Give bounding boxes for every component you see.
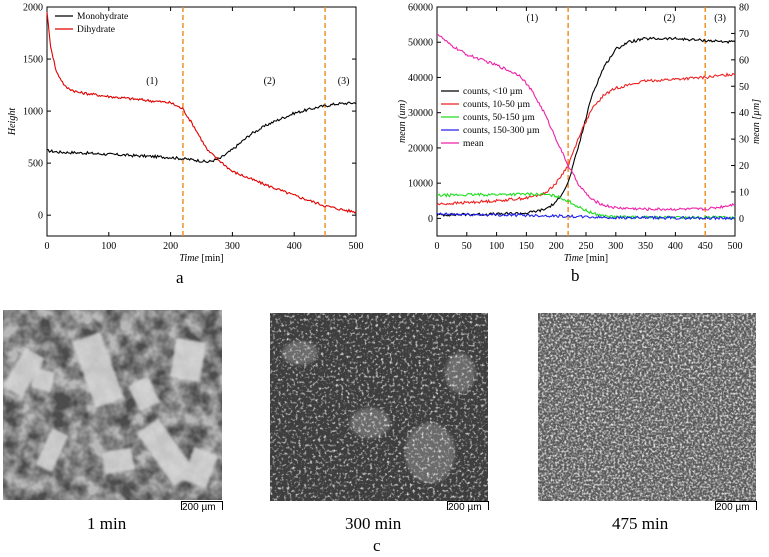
micrograph-caption-3: 475 min bbox=[612, 514, 669, 533]
x-axis-label-unit: [min] bbox=[583, 253, 608, 264]
series-line-2 bbox=[436, 72, 736, 206]
series-line-1 bbox=[47, 101, 357, 164]
y-tick-label: 0 bbox=[38, 211, 43, 222]
legend-label: Dihydrate bbox=[77, 25, 115, 35]
y-tick-label: 20000 bbox=[408, 143, 433, 154]
series-line-1 bbox=[436, 36, 736, 217]
legend-label: mean bbox=[463, 139, 484, 149]
y-axis-label: mean (um) bbox=[397, 99, 408, 143]
micrograph-caption-1: 1 min bbox=[87, 514, 127, 533]
y-tick-label: 500 bbox=[28, 159, 43, 170]
legend-label: counts, 50-150 µm bbox=[463, 113, 535, 123]
y-tick-label: 10000 bbox=[408, 179, 433, 190]
legend-label: counts, <10 µm bbox=[463, 87, 523, 97]
micrograph-300min-image bbox=[270, 313, 488, 501]
y-right-tick-label: 30 bbox=[739, 135, 749, 146]
x-axis-label-name: Time bbox=[564, 253, 584, 264]
x-tick-label: 500 bbox=[728, 241, 743, 252]
y-tick-label: 1500 bbox=[23, 55, 43, 66]
legend-label: Monohydrate bbox=[77, 12, 128, 22]
x-tick-label: 250 bbox=[579, 241, 594, 252]
y-tick-label: 30000 bbox=[408, 108, 433, 119]
y-right-tick-label: 20 bbox=[739, 161, 749, 172]
x-tick-label: 500 bbox=[349, 241, 364, 252]
x-tick-label: 200 bbox=[163, 241, 178, 252]
x-axis-label: Time [min] bbox=[179, 253, 223, 264]
plot-frame bbox=[46, 6, 357, 237]
x-axis-label-unit: [min] bbox=[199, 253, 224, 264]
x-tick-label: 400 bbox=[668, 241, 683, 252]
phase-label: (2) bbox=[664, 13, 676, 24]
phase-label: (1) bbox=[146, 76, 158, 87]
x-tick-label: 0 bbox=[45, 241, 50, 252]
micrograph-1min bbox=[3, 310, 222, 500]
x-tick-label: 300 bbox=[608, 241, 623, 252]
y-tick-label: 2000 bbox=[23, 3, 43, 14]
y-axis-label: Height bbox=[7, 108, 18, 136]
micrograph-475min-image bbox=[538, 313, 756, 501]
micrograph-475min bbox=[538, 313, 756, 501]
y-tick-label: 0 bbox=[428, 214, 433, 225]
panel-a-letter: a bbox=[176, 268, 184, 287]
series-line-5 bbox=[436, 33, 736, 212]
x-axis-label-name: Time bbox=[179, 253, 199, 264]
y-right-tick-label: 80 bbox=[739, 3, 749, 14]
y-right-axis-label: mean [µm] bbox=[751, 99, 762, 144]
phase-label: (2) bbox=[264, 76, 276, 87]
y-tick-label: 60000 bbox=[408, 3, 433, 14]
x-tick-label: 150 bbox=[519, 241, 534, 252]
x-tick-label: 400 bbox=[287, 241, 302, 252]
series-line-2 bbox=[46, 12, 357, 214]
y-tick-label: 50000 bbox=[408, 38, 433, 49]
series-line-3 bbox=[436, 191, 736, 220]
x-tick-label: 450 bbox=[698, 241, 713, 252]
phase-label: (3) bbox=[714, 13, 726, 24]
y-right-tick-label: 0 bbox=[739, 214, 744, 225]
chart-a: 0 100 200 300 400 500 0 500 1000 1500 2000 Time [mi… bbox=[7, 3, 364, 265]
scale-label-3: 200 µm bbox=[716, 502, 750, 513]
y-right-tick-label: 10 bbox=[739, 187, 749, 198]
micrograph-caption-2: 300 min bbox=[345, 514, 402, 533]
legend-label: counts, 150-300 µm bbox=[463, 126, 540, 136]
scale-bar-3 bbox=[715, 501, 757, 510]
x-tick-label: 0 bbox=[435, 241, 440, 252]
y-tick-label: 1000 bbox=[23, 107, 43, 118]
scale-label-1: 200 µm bbox=[182, 502, 216, 513]
micrograph-1min-image bbox=[3, 310, 222, 500]
x-axis-label: Time [min] bbox=[564, 253, 608, 264]
chart-b: 0 50 100 150 200 250 300 350 400 450 5000100002000… bbox=[397, 3, 762, 265]
x-tick-label: 350 bbox=[638, 241, 653, 252]
x-tick-label: 100 bbox=[101, 241, 116, 252]
micrograph-300min bbox=[270, 313, 488, 501]
scale-bar-1 bbox=[181, 501, 223, 510]
scale-label-2: 200 µm bbox=[448, 502, 482, 513]
x-tick-label: 300 bbox=[225, 241, 240, 252]
phase-label: (3) bbox=[338, 76, 350, 87]
series-line-4 bbox=[436, 212, 736, 221]
x-tick-label: 50 bbox=[462, 241, 472, 252]
y-right-tick-label: 70 bbox=[739, 29, 749, 40]
y-right-tick-label: 40 bbox=[739, 108, 749, 119]
y-right-tick-label: 50 bbox=[739, 82, 749, 93]
legend-label: counts, 10-50 µm bbox=[463, 100, 531, 110]
x-tick-label: 200 bbox=[549, 241, 564, 252]
phase-label: (1) bbox=[527, 13, 539, 24]
panel-b-letter: b bbox=[571, 266, 580, 285]
scale-bar-2 bbox=[447, 501, 489, 510]
panel-c-letter: c bbox=[373, 536, 381, 555]
x-tick-label: 100 bbox=[489, 241, 504, 252]
y-tick-label: 40000 bbox=[408, 73, 433, 84]
y-right-tick-label: 60 bbox=[739, 55, 749, 66]
